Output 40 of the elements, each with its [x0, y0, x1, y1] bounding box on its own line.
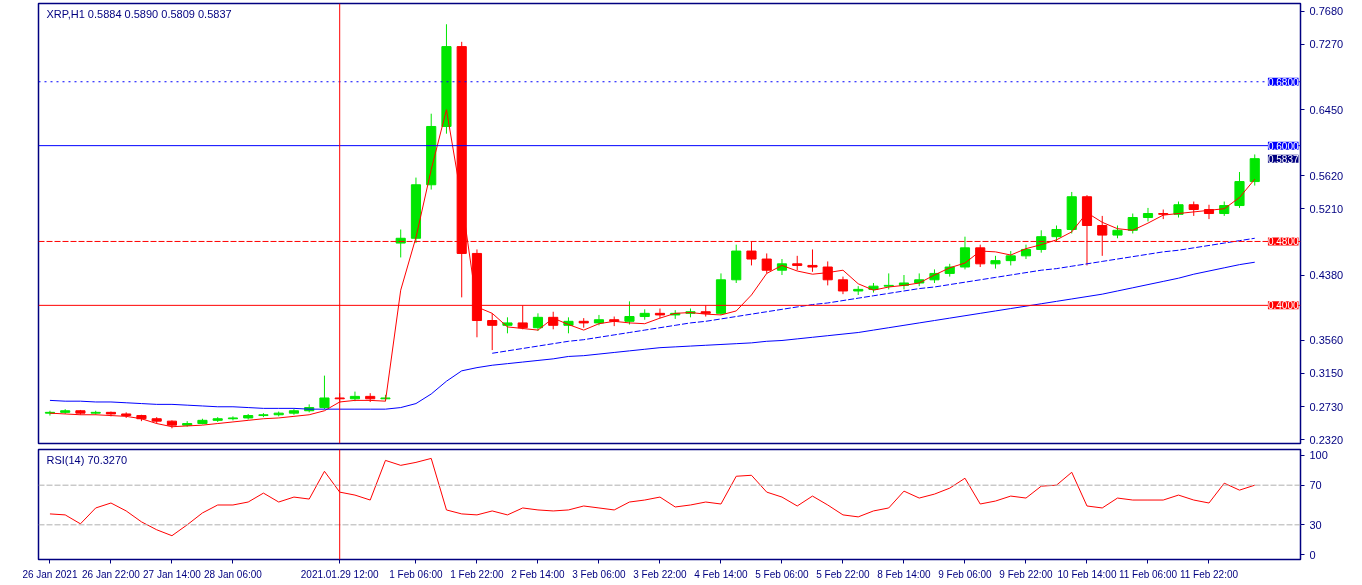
x-tick-label: 2 Feb 14:00 — [511, 568, 566, 580]
x-tick-label: 8 Feb 14:00 — [877, 568, 932, 580]
x-tick-label: 11 Feb 06:00 — [1118, 568, 1178, 580]
x-tick-label: 3 Feb 22:00 — [633, 568, 688, 580]
y-tick-label: 0.3150 — [1309, 367, 1344, 380]
x-tick-label: 10 Feb 14:00 — [1057, 568, 1117, 580]
ref-line-label: 0.6000 — [1267, 140, 1299, 152]
y-tick-label: 0.7270 — [1309, 38, 1344, 51]
y-tick-label: 0.6450 — [1309, 103, 1344, 116]
x-tick-label: 1 Feb 06:00 — [389, 568, 444, 580]
x-tick-label: 3 Feb 06:00 — [572, 568, 627, 580]
x-tick-label: 5 Feb 06:00 — [755, 568, 810, 580]
ref-line-label: 0.4000 — [1267, 300, 1299, 312]
x-tick-label: 9 Feb 22:00 — [999, 568, 1054, 580]
ref-line-label: 0.6800 — [1267, 76, 1299, 88]
y-tick-label: 0.5620 — [1309, 169, 1344, 182]
chart-title: RSI(14) 70.3270 — [46, 453, 128, 466]
y-tick-label: 0.7680 — [1309, 5, 1344, 18]
y-tick-label: 0.3560 — [1309, 334, 1344, 347]
x-tick-label: 26 Jan 2021 — [22, 568, 78, 580]
y-tick-label: 0.5210 — [1309, 202, 1344, 215]
y-tick-label: 0 — [1309, 548, 1316, 561]
x-tick-label: 5 Feb 22:00 — [816, 568, 871, 580]
x-tick-label: 1 Feb 22:00 — [450, 568, 505, 580]
x-tick-label: 27 Jan 14:00 — [143, 568, 202, 580]
x-tick-label: 4 Feb 14:00 — [694, 568, 749, 580]
x-tick-label: 11 Feb 22:00 — [1179, 568, 1239, 580]
x-tick-label: 9 Feb 06:00 — [938, 568, 993, 580]
y-tick-label: 0.2730 — [1309, 400, 1344, 413]
text: 0.5837 — [1267, 153, 1299, 165]
y-tick-label: 100 — [1309, 449, 1328, 462]
y-tick-label: 30 — [1309, 518, 1322, 531]
chart-title: XRP,H1 0.5884 0.5890 0.5809 0.5837 — [46, 7, 232, 20]
y-tick-label: 0.4380 — [1309, 269, 1344, 282]
y-tick-label: 70 — [1309, 479, 1322, 492]
ref-line-label: 0.4800 — [1267, 236, 1299, 248]
x-tick-label: 28 Jan 06:00 — [204, 568, 263, 580]
y-tick-label: 0.2320 — [1309, 433, 1344, 446]
x-tick-label: 2021.01.29 12:00 — [300, 568, 380, 580]
x-tick-label: 26 Jan 22:00 — [82, 568, 141, 580]
